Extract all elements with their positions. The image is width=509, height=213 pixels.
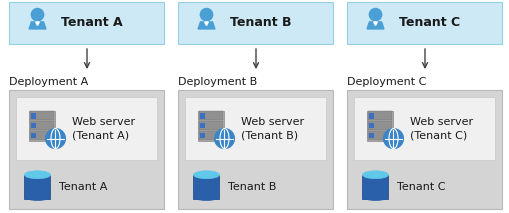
Ellipse shape: [24, 193, 50, 200]
FancyBboxPatch shape: [370, 123, 374, 128]
Text: Tenant B: Tenant B: [231, 16, 292, 29]
Polygon shape: [374, 22, 377, 26]
FancyBboxPatch shape: [200, 121, 223, 130]
Text: Tenant C: Tenant C: [398, 181, 446, 191]
FancyBboxPatch shape: [32, 132, 36, 138]
Ellipse shape: [193, 171, 219, 179]
FancyBboxPatch shape: [201, 123, 205, 128]
FancyBboxPatch shape: [31, 111, 54, 120]
Circle shape: [383, 128, 404, 148]
Polygon shape: [36, 22, 39, 26]
FancyBboxPatch shape: [10, 2, 164, 44]
Circle shape: [370, 9, 382, 21]
Polygon shape: [198, 22, 215, 29]
FancyBboxPatch shape: [179, 2, 333, 44]
Text: Tenant C: Tenant C: [400, 16, 461, 29]
FancyBboxPatch shape: [370, 113, 374, 118]
FancyBboxPatch shape: [31, 131, 54, 140]
FancyBboxPatch shape: [10, 90, 164, 209]
FancyBboxPatch shape: [367, 111, 393, 141]
FancyBboxPatch shape: [354, 97, 495, 160]
FancyBboxPatch shape: [193, 175, 219, 199]
Ellipse shape: [362, 193, 388, 200]
FancyBboxPatch shape: [16, 97, 157, 160]
Text: Web server
(Tenant C): Web server (Tenant C): [410, 117, 474, 140]
Text: Web server
(Tenant B): Web server (Tenant B): [241, 117, 304, 140]
FancyBboxPatch shape: [185, 97, 326, 160]
Text: Web server
(Tenant A): Web server (Tenant A): [72, 117, 135, 140]
Text: Deployment B: Deployment B: [179, 77, 258, 87]
FancyBboxPatch shape: [370, 132, 374, 138]
FancyBboxPatch shape: [32, 123, 36, 128]
Ellipse shape: [24, 171, 50, 179]
FancyBboxPatch shape: [369, 121, 392, 130]
FancyBboxPatch shape: [179, 90, 333, 209]
Text: Tenant A: Tenant A: [60, 181, 108, 191]
Polygon shape: [205, 22, 208, 26]
Polygon shape: [29, 22, 46, 29]
Circle shape: [201, 9, 213, 21]
Text: Tenant B: Tenant B: [229, 181, 277, 191]
Circle shape: [214, 128, 235, 148]
FancyBboxPatch shape: [200, 111, 223, 120]
Circle shape: [45, 128, 66, 148]
FancyBboxPatch shape: [31, 121, 54, 130]
Ellipse shape: [362, 171, 388, 179]
FancyBboxPatch shape: [348, 90, 502, 209]
FancyBboxPatch shape: [200, 131, 223, 140]
FancyBboxPatch shape: [201, 113, 205, 118]
Text: Deployment C: Deployment C: [348, 77, 427, 87]
FancyBboxPatch shape: [30, 111, 55, 141]
FancyBboxPatch shape: [369, 111, 392, 120]
Circle shape: [32, 9, 44, 21]
Polygon shape: [367, 22, 384, 29]
Text: Deployment A: Deployment A: [10, 77, 89, 87]
FancyBboxPatch shape: [348, 2, 502, 44]
FancyBboxPatch shape: [201, 132, 205, 138]
FancyBboxPatch shape: [369, 131, 392, 140]
FancyBboxPatch shape: [32, 113, 36, 118]
Text: Tenant A: Tenant A: [62, 16, 123, 29]
Ellipse shape: [193, 193, 219, 200]
FancyBboxPatch shape: [24, 175, 50, 199]
FancyBboxPatch shape: [199, 111, 224, 141]
FancyBboxPatch shape: [362, 175, 388, 199]
